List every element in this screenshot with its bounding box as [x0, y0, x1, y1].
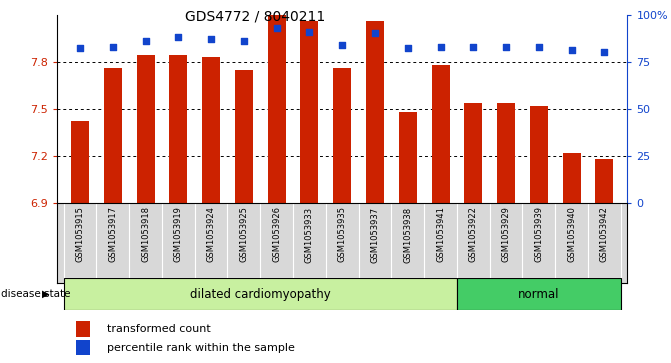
Text: disease state: disease state [1, 289, 71, 299]
Bar [497, 103, 515, 203]
Text: GSM1053933: GSM1053933 [305, 207, 314, 262]
Bar [136, 56, 154, 203]
Point [370, 30, 380, 36]
Point [107, 44, 118, 49]
Point [337, 42, 348, 48]
Bar [563, 153, 580, 203]
Point [238, 38, 249, 44]
Bar [202, 57, 220, 203]
Point [501, 44, 511, 49]
Bar [595, 159, 613, 203]
Point [403, 46, 413, 52]
Text: GSM1053919: GSM1053919 [174, 207, 183, 262]
Bar [268, 15, 286, 203]
Bar [530, 106, 548, 203]
Text: percentile rank within the sample: percentile rank within the sample [107, 343, 295, 352]
Bar [333, 68, 351, 203]
Text: GSM1053940: GSM1053940 [567, 207, 576, 262]
Text: GSM1053925: GSM1053925 [240, 207, 248, 262]
Point [533, 44, 544, 49]
Point [173, 34, 184, 40]
Bar [169, 56, 187, 203]
Text: GSM1053929: GSM1053929 [502, 207, 511, 262]
Text: GSM1053926: GSM1053926 [272, 207, 281, 262]
Point [304, 29, 315, 34]
Text: GSM1053939: GSM1053939 [534, 207, 544, 262]
Bar [71, 122, 89, 203]
Bar [301, 21, 319, 203]
Text: GSM1053922: GSM1053922 [469, 207, 478, 262]
Bar [235, 70, 253, 203]
Text: GSM1053938: GSM1053938 [403, 207, 412, 262]
Text: normal: normal [518, 287, 560, 301]
Point [140, 38, 151, 44]
Bar [431, 65, 450, 203]
Point [468, 44, 478, 49]
Text: ▶: ▶ [42, 289, 49, 299]
Bar [64, 278, 457, 310]
Point [271, 25, 282, 30]
Bar [464, 103, 482, 203]
Bar [76, 322, 90, 337]
Bar [457, 278, 621, 310]
Text: GSM1053942: GSM1053942 [600, 207, 609, 262]
Text: GSM1053924: GSM1053924 [207, 207, 215, 262]
Point [599, 49, 610, 55]
Point [74, 46, 85, 52]
Text: GSM1053915: GSM1053915 [75, 207, 85, 262]
Point [206, 36, 217, 42]
Text: GSM1053941: GSM1053941 [436, 207, 445, 262]
Point [566, 48, 577, 53]
Text: GSM1053918: GSM1053918 [141, 207, 150, 262]
Text: transformed count: transformed count [107, 324, 211, 334]
Bar [399, 112, 417, 203]
Text: GDS4772 / 8040211: GDS4772 / 8040211 [185, 9, 325, 23]
Text: dilated cardiomyopathy: dilated cardiomyopathy [190, 287, 331, 301]
Text: GSM1053917: GSM1053917 [108, 207, 117, 262]
Bar [76, 340, 90, 355]
Text: GSM1053937: GSM1053937 [370, 207, 380, 262]
Bar [366, 21, 384, 203]
Point [435, 44, 446, 49]
Bar [104, 68, 121, 203]
Text: GSM1053935: GSM1053935 [338, 207, 347, 262]
